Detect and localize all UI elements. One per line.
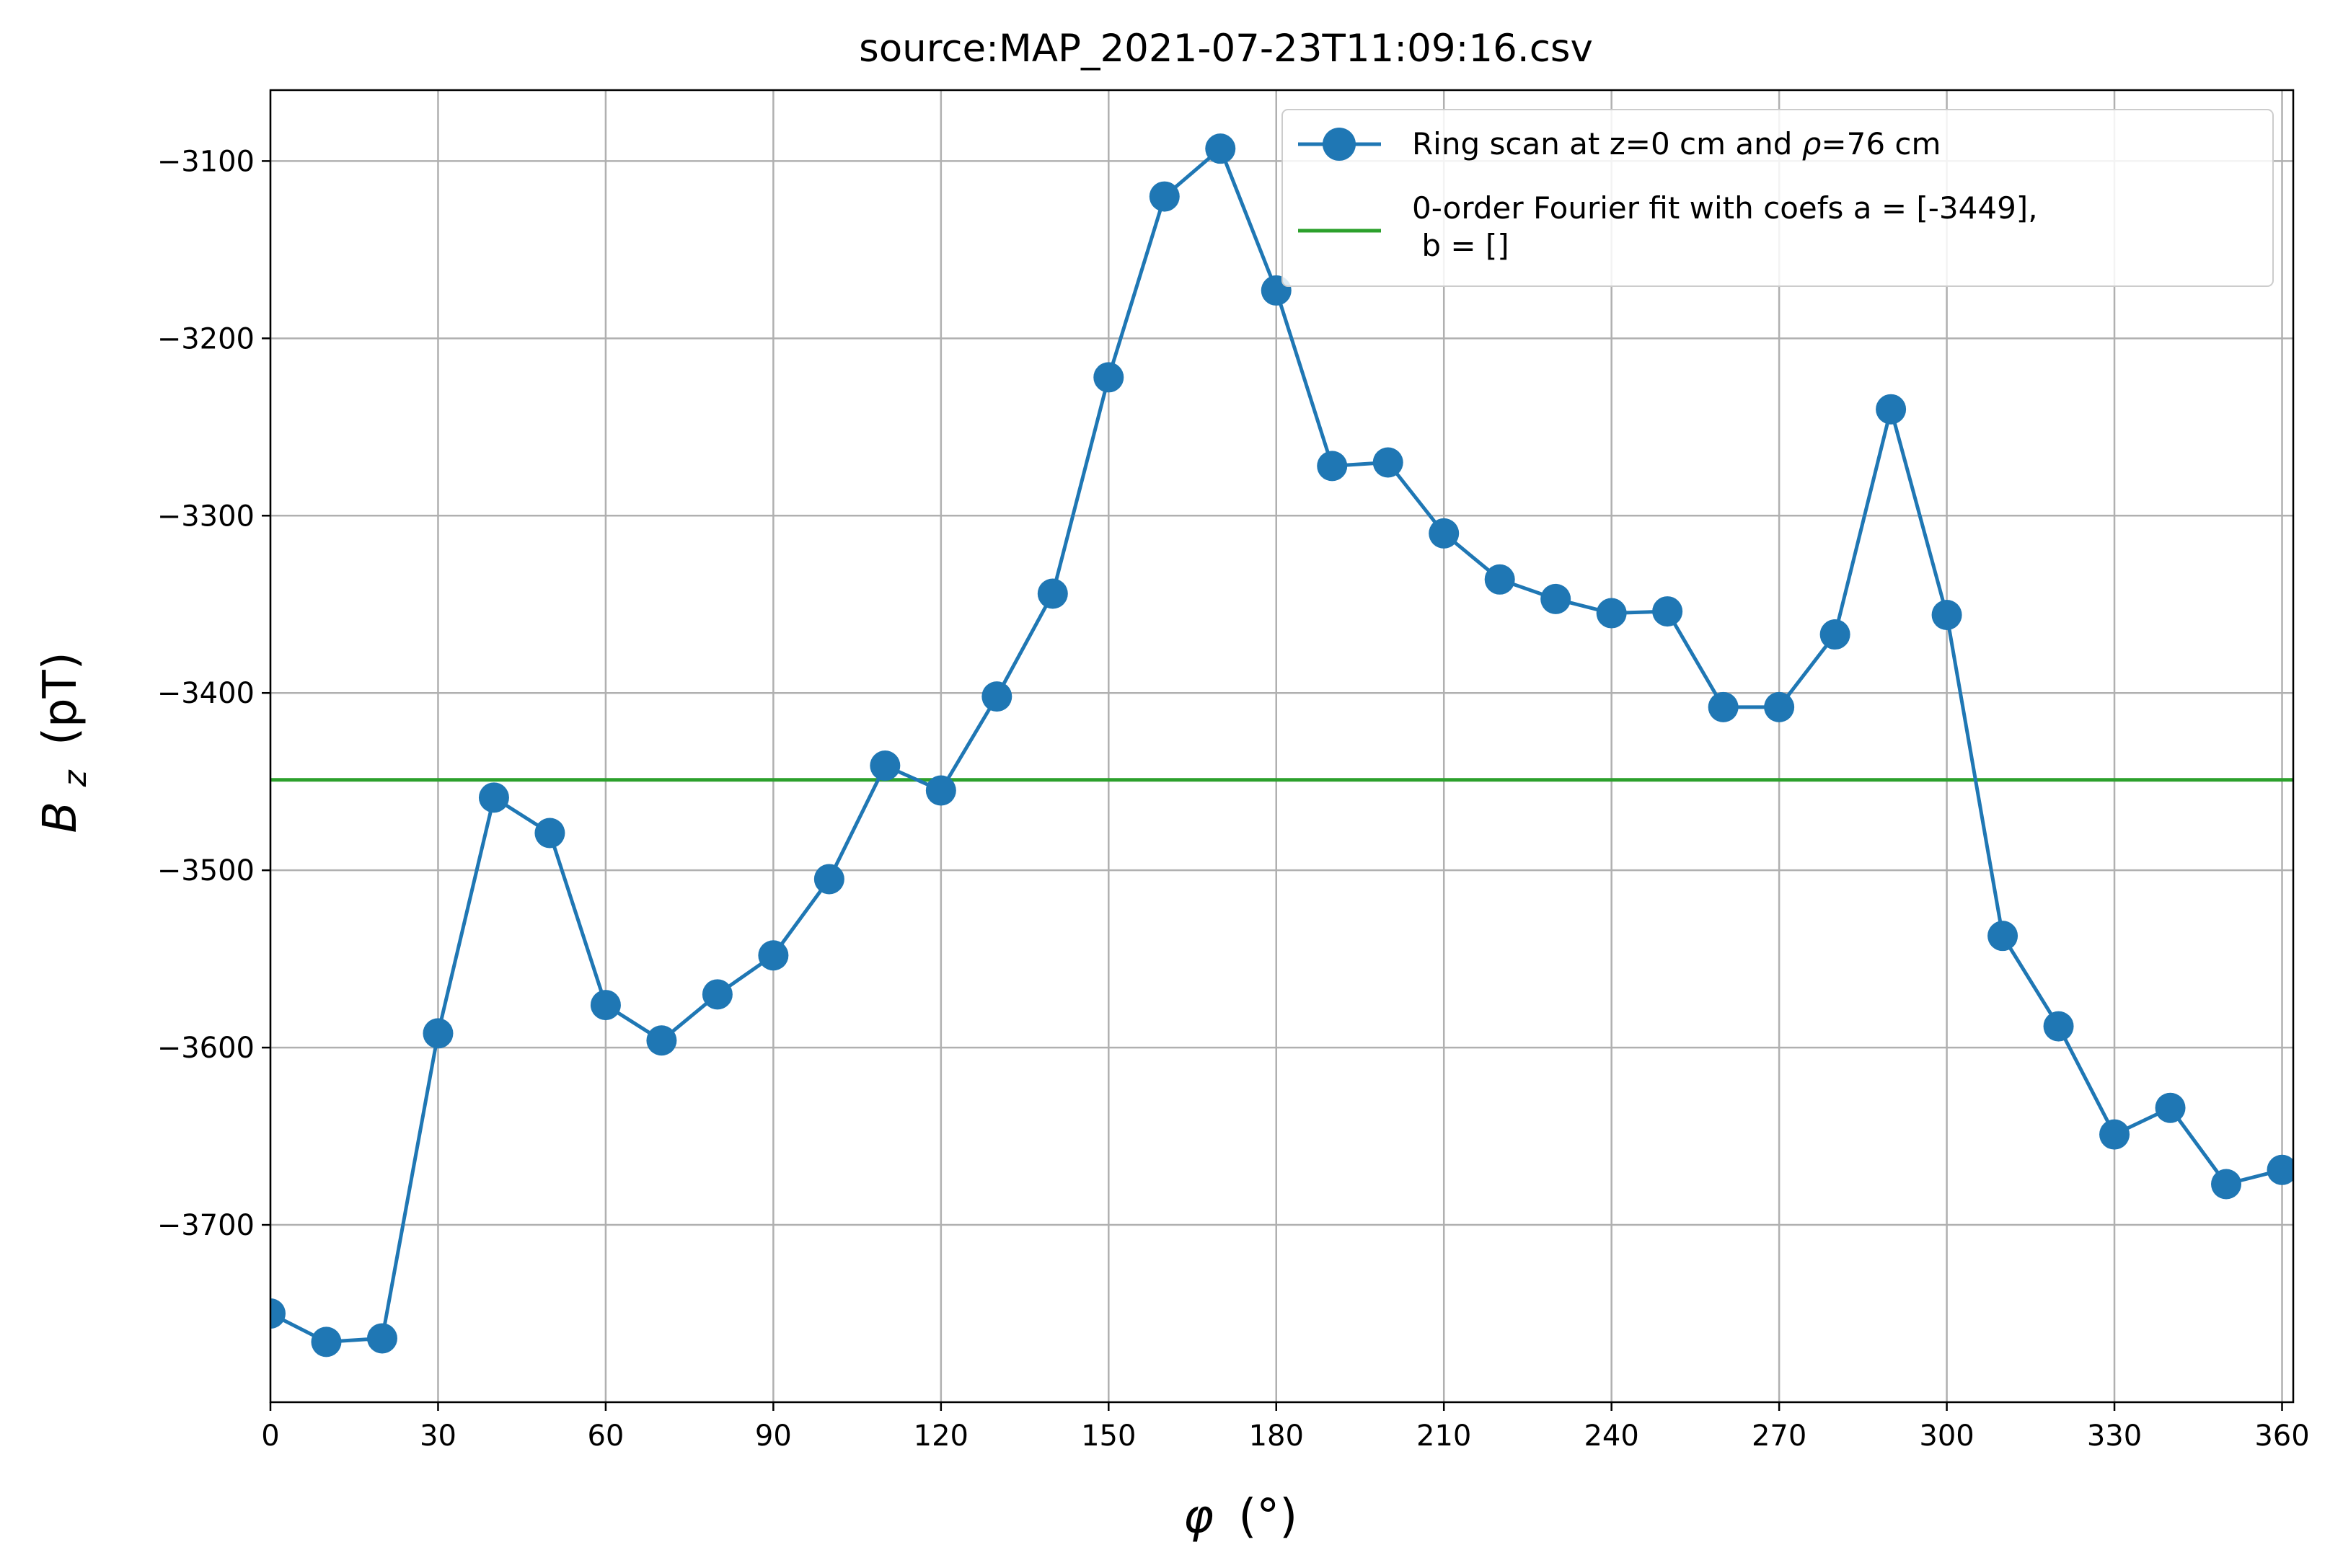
data-point [646,1025,677,1056]
legend-label-ring-scan: Ring scan at z=0 cm and ρ=76 cm [1412,126,1941,161]
legend-label-fourier-fit-line2: b = [] [1412,228,1509,263]
legend-marker-ring-scan [1323,128,1356,161]
x-axis: 0 30 60 90 120 150 180 210 240 270 300 330 360 [261,1402,2310,1453]
data-point [1484,564,1515,595]
data-point [1708,691,1739,722]
data-point [1317,451,1348,482]
data-point [1093,362,1124,393]
data-point [590,990,621,1021]
data-point [1819,619,1850,650]
y-tick-label: −3100 [157,145,255,178]
x-tick-label: 180 [1249,1419,1304,1453]
data-point [1037,578,1068,609]
data-point [1764,691,1795,722]
data-point [270,1298,286,1329]
data-point [981,681,1012,712]
data-point [813,864,844,895]
x-tick-label: 0 [261,1419,279,1453]
data-point [925,775,956,806]
axes-frame [269,89,2295,1404]
x-tick-label: 120 [914,1419,968,1453]
data-point [1205,133,1236,164]
data-point [366,1323,397,1354]
series-ring-scan [270,133,2293,1357]
data-point [1149,181,1180,212]
data-point [2155,1092,2186,1123]
x-tick-label: 60 [587,1419,624,1453]
x-tick-label: 330 [2087,1419,2142,1453]
y-tick-label: −3300 [157,500,255,533]
data-point [2267,1154,2293,1185]
y-tick-label: −3500 [157,854,255,887]
x-axis-label: φ (°) [1183,1490,1298,1543]
data-point [870,750,901,781]
x-tick-label: 90 [755,1419,792,1453]
data-point [534,818,565,849]
chart-title: source:MAP_2021-07-23T11:09:16.csv [859,27,1593,71]
legend-box [1281,109,2274,287]
x-tick-label: 240 [1584,1419,1638,1453]
legend-label-fourier-fit-line1: 0-order Fourier fit with coefs a = [-344… [1412,190,2038,226]
legend-label-ring-scan-suffix: =76 cm [1821,126,1941,161]
data-point [2211,1169,2242,1200]
x-tick-label: 30 [420,1419,456,1453]
y-axis-label-subscript: z [57,769,94,787]
data-point [2099,1119,2130,1150]
y-tick-label: −3200 [157,322,255,355]
x-axis-label-symbol: φ [1183,1490,1214,1543]
data-point [478,782,509,813]
data-point [1876,394,1907,425]
y-axis-label: B z (pT) [34,652,97,833]
data-point [1596,598,1627,629]
x-tick-label: 210 [1416,1419,1471,1453]
x-axis-label-unit: (°) [1238,1490,1297,1543]
plot-area [270,133,2293,1357]
data-point [702,979,733,1010]
y-tick-label: −3600 [157,1032,255,1065]
x-tick-label: 270 [1752,1419,1806,1453]
data-point [1429,518,1460,549]
y-axis: −3700 −3600 −3500 −3400 −3300 −3200 −3100 [157,145,270,1242]
y-axis-label-unit: (pT) [34,652,87,745]
x-tick-label: 360 [2254,1419,2309,1453]
data-point [2043,1011,2074,1042]
y-tick-label: −3400 [157,677,255,710]
legend: Ring scan at z=0 cm and ρ=76 cm 0-order … [1281,109,2274,287]
legend-label-ring-scan-symbol: ρ [1802,126,1822,161]
y-tick-label: −3700 [157,1209,255,1242]
data-point [1987,921,2018,952]
data-point [1931,600,1962,630]
data-point [1540,583,1571,614]
legend-label-ring-scan-prefix: Ring scan at z=0 cm and [1412,126,1802,161]
legend-label-fourier-fit: 0-order Fourier fit with coefs a = [-344… [1412,190,2047,263]
data-point [1372,447,1403,478]
data-point [1652,596,1683,627]
y-axis-label-symbol: B [34,802,87,833]
data-point [423,1018,454,1049]
data-point [758,940,789,971]
data-point [311,1326,342,1357]
x-tick-label: 300 [1919,1419,1974,1453]
x-tick-label: 150 [1081,1419,1136,1453]
